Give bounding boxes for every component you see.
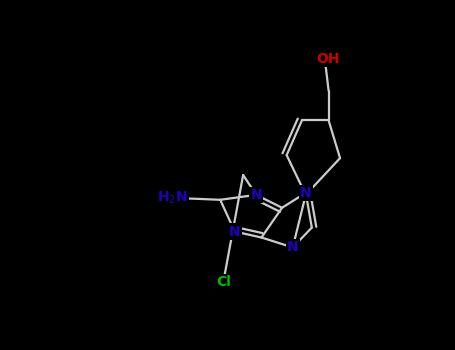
- Text: H$_2$N: H$_2$N: [157, 190, 187, 206]
- Text: N: N: [300, 186, 312, 200]
- Text: N: N: [287, 240, 298, 254]
- Text: N: N: [250, 188, 262, 202]
- Text: N: N: [229, 225, 241, 239]
- Text: Cl: Cl: [216, 275, 231, 289]
- Text: OH: OH: [317, 52, 340, 66]
